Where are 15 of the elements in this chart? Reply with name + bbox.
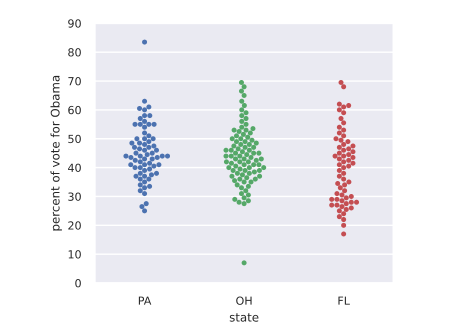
y-tick-label: 70 — [68, 77, 81, 86]
y-tick-label: 40 — [68, 164, 81, 172]
x-axis-title: state — [230, 313, 258, 322]
y-tick-label: 80 — [68, 48, 81, 57]
y-tick-label: 10 — [68, 250, 81, 259]
y-axis-title: percent of vote for Obama — [50, 76, 62, 230]
y-tick-label: 0 — [75, 279, 81, 288]
x-tick-label: FL — [338, 296, 350, 305]
y-tick-label: 20 — [68, 221, 81, 230]
x-tick-label: OH — [236, 296, 252, 305]
y-tick-label: 90 — [68, 19, 81, 28]
x-tick-label: PA — [138, 296, 152, 305]
y-tick-label: 50 — [68, 134, 81, 144]
y-tick-label: 30 — [68, 192, 81, 201]
y-tick-label: 60 — [68, 106, 81, 114]
